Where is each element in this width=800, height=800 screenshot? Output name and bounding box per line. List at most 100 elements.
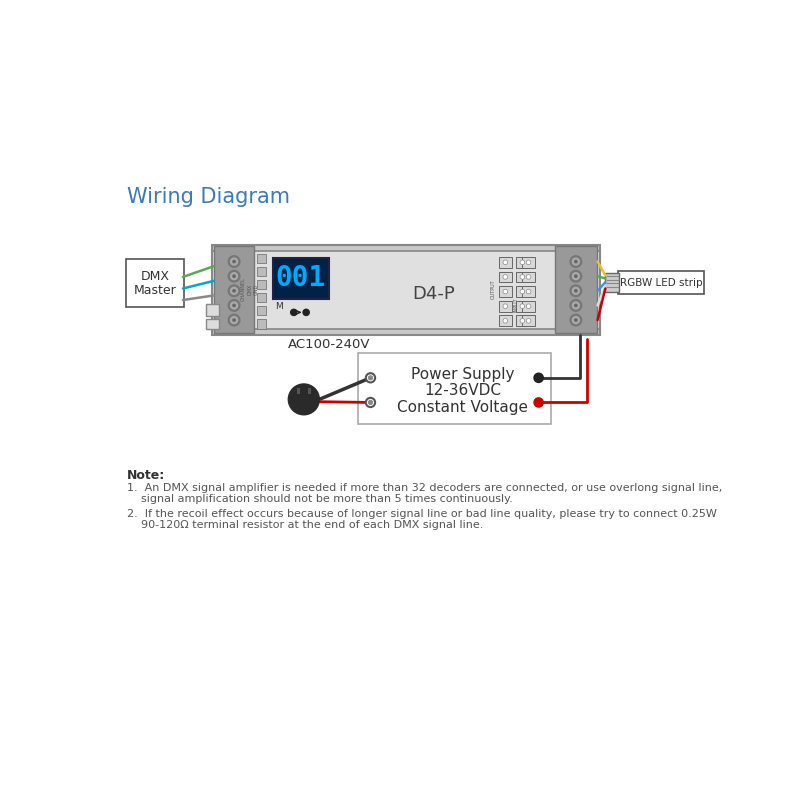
Circle shape bbox=[233, 275, 235, 278]
Text: M: M bbox=[275, 302, 283, 311]
FancyBboxPatch shape bbox=[606, 273, 619, 291]
Circle shape bbox=[534, 373, 543, 382]
Circle shape bbox=[520, 260, 525, 265]
Circle shape bbox=[228, 300, 240, 311]
Text: 90-120Ω terminal resistor at the end of each DMX signal line.: 90-120Ω terminal resistor at the end of … bbox=[127, 520, 483, 530]
Circle shape bbox=[570, 314, 582, 326]
FancyBboxPatch shape bbox=[499, 315, 511, 326]
Circle shape bbox=[572, 317, 579, 323]
FancyBboxPatch shape bbox=[555, 246, 597, 333]
Circle shape bbox=[366, 373, 375, 382]
Circle shape bbox=[233, 260, 235, 262]
FancyBboxPatch shape bbox=[516, 315, 529, 326]
Circle shape bbox=[228, 314, 240, 326]
Circle shape bbox=[520, 274, 525, 279]
Circle shape bbox=[574, 304, 577, 306]
Circle shape bbox=[574, 275, 577, 278]
FancyBboxPatch shape bbox=[258, 306, 266, 315]
FancyBboxPatch shape bbox=[499, 286, 511, 297]
Circle shape bbox=[233, 319, 235, 322]
FancyBboxPatch shape bbox=[358, 353, 551, 424]
Text: 1.  An DMX signal amplifier is needed if more than 32 decoders are connected, or: 1. An DMX signal amplifier is needed if … bbox=[127, 482, 722, 493]
Circle shape bbox=[230, 258, 238, 265]
FancyBboxPatch shape bbox=[499, 257, 511, 268]
FancyBboxPatch shape bbox=[258, 293, 266, 302]
FancyBboxPatch shape bbox=[522, 286, 534, 297]
FancyBboxPatch shape bbox=[522, 257, 534, 268]
FancyBboxPatch shape bbox=[258, 254, 266, 263]
Circle shape bbox=[503, 274, 508, 279]
Circle shape bbox=[288, 384, 319, 414]
Circle shape bbox=[230, 302, 238, 309]
FancyBboxPatch shape bbox=[212, 245, 600, 250]
Circle shape bbox=[526, 318, 531, 323]
FancyBboxPatch shape bbox=[516, 301, 529, 312]
FancyBboxPatch shape bbox=[516, 257, 529, 268]
Circle shape bbox=[303, 310, 310, 315]
FancyBboxPatch shape bbox=[206, 319, 218, 329]
Text: 001: 001 bbox=[275, 265, 326, 293]
Circle shape bbox=[520, 318, 525, 323]
Circle shape bbox=[230, 287, 238, 294]
Circle shape bbox=[570, 256, 582, 267]
FancyBboxPatch shape bbox=[522, 315, 534, 326]
Text: OUTPUT: OUTPUT bbox=[491, 279, 496, 299]
Circle shape bbox=[534, 398, 543, 407]
FancyBboxPatch shape bbox=[212, 250, 600, 329]
Circle shape bbox=[570, 300, 582, 311]
Text: CHANNEL
DMX
GND: CHANNEL DMX GND bbox=[241, 278, 258, 302]
Circle shape bbox=[366, 398, 375, 407]
Circle shape bbox=[230, 273, 238, 280]
Circle shape bbox=[526, 260, 531, 265]
Circle shape bbox=[503, 318, 508, 323]
Circle shape bbox=[572, 287, 579, 294]
Circle shape bbox=[369, 376, 373, 380]
Circle shape bbox=[233, 304, 235, 306]
Circle shape bbox=[526, 274, 531, 279]
Circle shape bbox=[572, 273, 579, 280]
Text: DMX: DMX bbox=[141, 270, 170, 282]
Text: Wiring Diagram: Wiring Diagram bbox=[127, 187, 290, 207]
Circle shape bbox=[572, 258, 579, 265]
FancyBboxPatch shape bbox=[258, 319, 266, 329]
Circle shape bbox=[290, 310, 297, 315]
FancyBboxPatch shape bbox=[126, 259, 184, 307]
Circle shape bbox=[570, 270, 582, 282]
Circle shape bbox=[228, 256, 240, 267]
Circle shape bbox=[228, 285, 240, 297]
Circle shape bbox=[574, 260, 577, 262]
FancyBboxPatch shape bbox=[499, 271, 511, 282]
Text: 2.  If the recoil effect occurs because of longer signal line or bad line qualit: 2. If the recoil effect occurs because o… bbox=[127, 509, 717, 518]
Text: 12-36VDC: 12-36VDC bbox=[424, 383, 501, 398]
Circle shape bbox=[574, 319, 577, 322]
FancyBboxPatch shape bbox=[522, 271, 534, 282]
Circle shape bbox=[526, 290, 531, 294]
Text: D4-P: D4-P bbox=[412, 285, 454, 302]
Circle shape bbox=[230, 317, 238, 323]
FancyBboxPatch shape bbox=[297, 388, 300, 394]
Text: Power Supply: Power Supply bbox=[410, 367, 514, 382]
Text: INPUT: INPUT bbox=[514, 298, 518, 312]
Circle shape bbox=[503, 304, 508, 309]
Circle shape bbox=[574, 290, 577, 292]
Text: AC100-240V: AC100-240V bbox=[288, 338, 371, 351]
FancyBboxPatch shape bbox=[522, 301, 534, 312]
Circle shape bbox=[503, 290, 508, 294]
Circle shape bbox=[526, 304, 531, 309]
Circle shape bbox=[228, 270, 240, 282]
Text: Note:: Note: bbox=[127, 469, 166, 482]
Text: RGBW LED strip: RGBW LED strip bbox=[620, 278, 702, 288]
Text: signal amplification should not be more than 5 times continuously.: signal amplification should not be more … bbox=[127, 494, 513, 504]
FancyBboxPatch shape bbox=[308, 388, 310, 394]
Circle shape bbox=[520, 290, 525, 294]
FancyBboxPatch shape bbox=[516, 271, 529, 282]
FancyBboxPatch shape bbox=[499, 301, 511, 312]
Text: Constant Voltage: Constant Voltage bbox=[397, 399, 528, 414]
Circle shape bbox=[520, 304, 525, 309]
FancyBboxPatch shape bbox=[212, 329, 600, 334]
Circle shape bbox=[572, 302, 579, 309]
FancyBboxPatch shape bbox=[516, 286, 529, 297]
FancyBboxPatch shape bbox=[258, 267, 266, 276]
FancyBboxPatch shape bbox=[206, 304, 218, 316]
FancyBboxPatch shape bbox=[258, 280, 266, 290]
